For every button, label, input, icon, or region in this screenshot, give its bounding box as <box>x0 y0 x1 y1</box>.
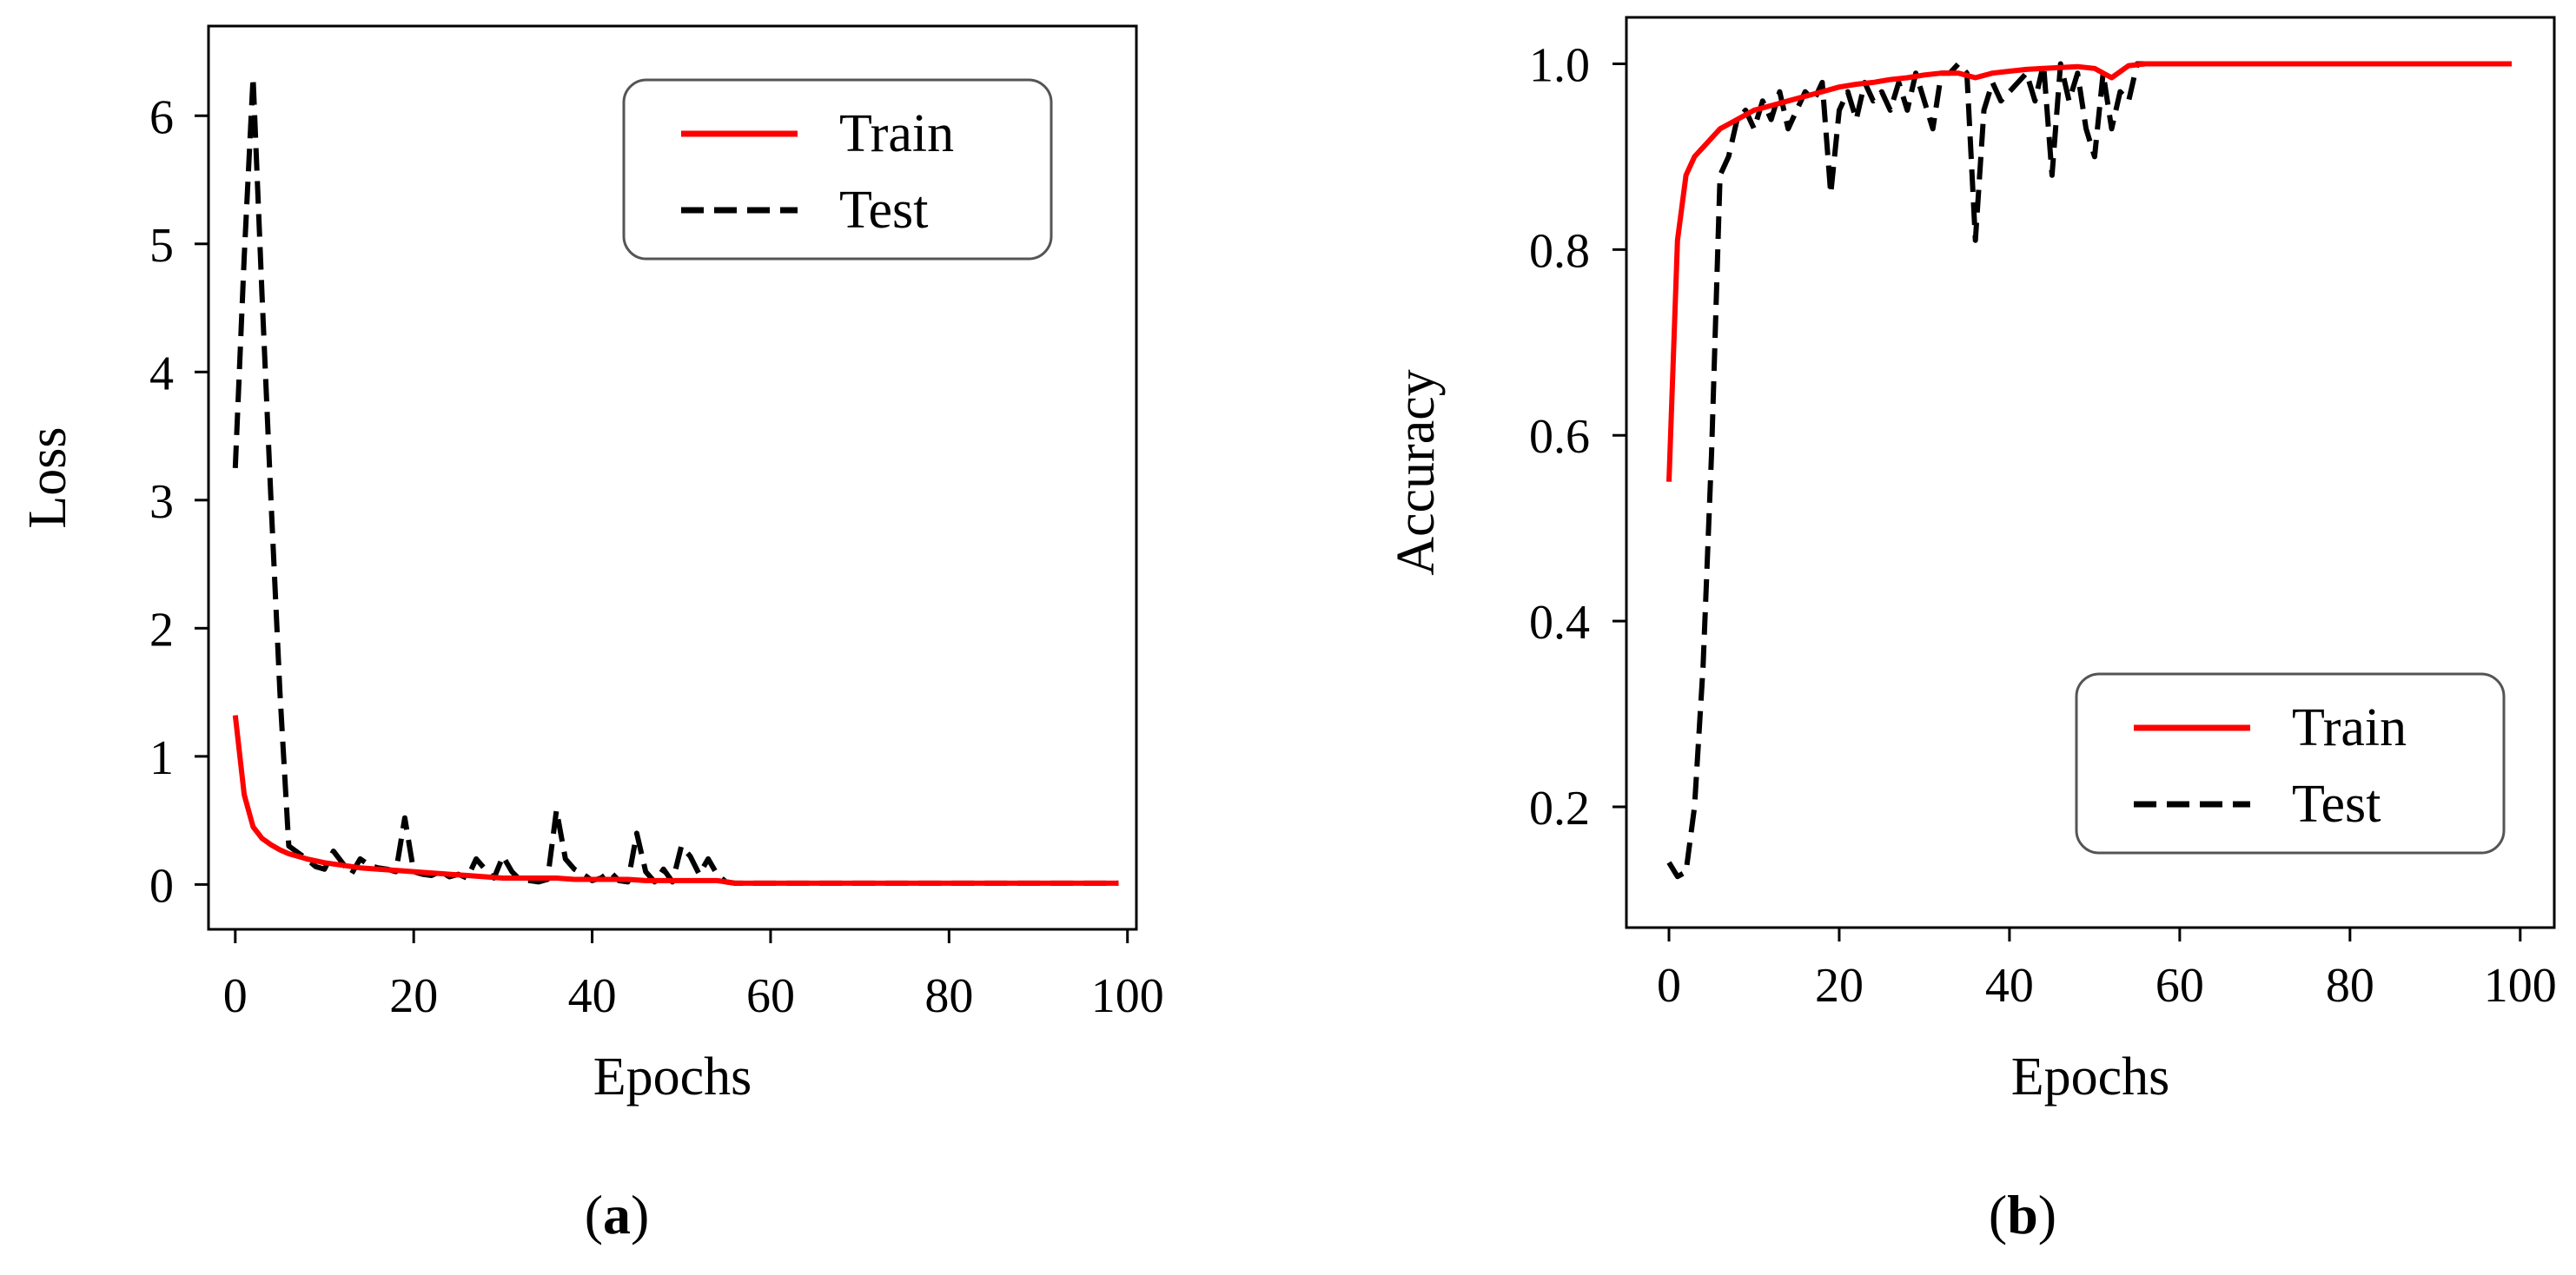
y-tick-label: 1 <box>149 731 174 785</box>
plot-frame <box>207 24 1138 931</box>
legend-box <box>622 78 1053 261</box>
x-tick-label: 0 <box>1657 959 1681 1013</box>
y-tick-label: 1.0 <box>1529 38 1590 92</box>
legend-label-train: Train <box>2292 698 2407 757</box>
y-tick-label: 3 <box>149 475 174 529</box>
legend-label-train: Train <box>839 104 954 163</box>
y-tick-label: 0.6 <box>1529 410 1590 464</box>
series-line-train <box>1666 61 2512 482</box>
caption-b: (b) <box>1989 1184 2056 1245</box>
chart-panel-b: 0 20 40 60 80 100 0.2 0.4 0.6 0.8 1.0 Epochs Accurac… <box>1387 16 2557 1107</box>
x-tick-label: 0 <box>223 969 248 1023</box>
x-tick-label: 80 <box>2326 959 2374 1013</box>
x-tick-label: 60 <box>2155 959 2204 1013</box>
y-tick-label: 6 <box>149 90 174 144</box>
y-tick-label: 5 <box>149 219 174 273</box>
x-tick-label: 80 <box>924 969 973 1023</box>
y-axis-title: Loss <box>18 426 77 528</box>
y-tick-label: 0.8 <box>1529 224 1590 278</box>
series-line-train <box>232 715 1119 886</box>
series-line-test <box>232 75 1119 886</box>
caption-a: (a) <box>585 1184 650 1245</box>
caption-a-letter: a <box>603 1184 631 1245</box>
plot-frame <box>1625 16 2556 929</box>
y-tick-label: 0.4 <box>1529 596 1590 650</box>
x-axis-title: Epochs <box>2011 1047 2170 1107</box>
series-line-test <box>1666 61 2512 880</box>
x-tick-label: 100 <box>1091 969 1164 1023</box>
y-axis-title: Accuracy <box>1387 369 1446 576</box>
x-tick-label: 60 <box>746 969 795 1023</box>
x-tick-label: 40 <box>568 969 617 1023</box>
x-tick-label: 20 <box>1815 959 1864 1013</box>
y-tick-label: 2 <box>149 603 174 657</box>
legend-box <box>2075 672 2506 855</box>
chart-panel-a: 0 20 40 60 80 100 0 1 2 3 4 5 6 Epochs Loss Train Test <box>18 24 1164 1107</box>
x-axis-title: Epochs <box>593 1047 752 1107</box>
legend-label-test: Test <box>839 181 928 240</box>
y-tick-label: 0 <box>149 859 174 913</box>
y-tick-label: 4 <box>149 347 174 400</box>
x-tick-label: 100 <box>2484 959 2557 1013</box>
x-tick-label: 20 <box>389 969 438 1023</box>
legend-label-test: Test <box>2292 775 2381 834</box>
caption-b-letter: b <box>2007 1184 2038 1245</box>
y-tick-label: 0.2 <box>1529 782 1590 836</box>
x-tick-label: 40 <box>1985 959 2034 1013</box>
